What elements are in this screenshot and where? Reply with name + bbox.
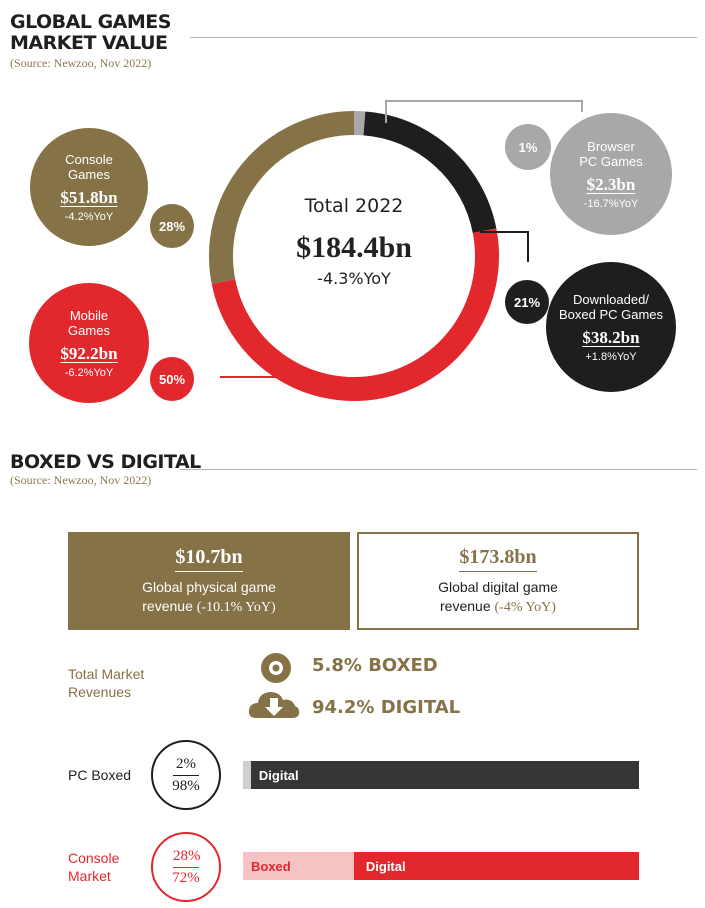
pct-mobile: 50% xyxy=(150,357,194,401)
pct-browser: 1% xyxy=(505,124,551,170)
bubble-console-yoy: -4.2%YoY xyxy=(64,210,114,223)
console-market-label: Console Market xyxy=(68,849,119,885)
bubble-browser-name1: Browser xyxy=(587,138,635,154)
console-ratio-top: 28% xyxy=(173,848,201,868)
digital-revenue-label: Global digital game revenue (-4% YoY) xyxy=(438,578,558,617)
pc-boxed-label: PC Boxed xyxy=(68,767,132,783)
boxed-stat: 5.8% BOXED xyxy=(312,655,438,676)
bubble-browser-name2: PC Games xyxy=(579,153,643,169)
physical-revenue-card: $10.7bn Global physical game revenue (-1… xyxy=(68,532,350,630)
section1-source: (Source: Newzoo, Nov 2022) xyxy=(10,56,152,70)
donut-chart xyxy=(209,100,583,401)
pct-console: 28% xyxy=(150,204,194,248)
bubble-downloaded-name2: Boxed PC Games xyxy=(558,306,664,322)
bubble-console-name1: Console xyxy=(65,151,113,167)
bubble-browser-value: $2.3bn xyxy=(586,174,636,194)
cloud-download-icon xyxy=(248,692,300,718)
bubble-console: Console Games $51.8bn -4.2%YoY xyxy=(30,128,148,246)
console-market-label-line1: Console xyxy=(68,850,120,866)
section2-title: BOXED VS DIGITAL xyxy=(10,451,201,473)
bubble-browser-yoy: -16.7%YoY xyxy=(583,197,639,210)
donut-arc-downloaded xyxy=(363,111,497,234)
physical-label-line2: revenue xyxy=(142,597,193,614)
donut-center-value: $184.4bn xyxy=(296,231,412,264)
digital-label-line2: revenue xyxy=(440,597,491,614)
connector-downloaded xyxy=(480,231,529,262)
bubble-mobile: Mobile Games $92.2bn -6.2%YoY xyxy=(29,283,149,403)
digital-label-yoy: (-4% YoY) xyxy=(494,599,556,615)
console-ratio-bottom: 72% xyxy=(172,869,200,886)
donut-center-title: Total 2022 xyxy=(304,195,404,217)
console-digital-segment: Digital xyxy=(353,852,639,880)
bubble-browser: Browser PC Games $2.3bn -16.7%YoY xyxy=(550,113,672,235)
section2-source: (Source: Newzoo, Nov 2022) xyxy=(10,473,152,487)
console-digital-label: Digital xyxy=(365,858,406,874)
pct-downloaded: 21% xyxy=(505,280,549,324)
disc-icon xyxy=(261,653,291,683)
section2-divider xyxy=(180,469,697,470)
pc-ratio-top: 2% xyxy=(173,756,199,776)
console-market-label-line2: Market xyxy=(68,868,111,884)
bubble-mobile-yoy: -6.2%YoY xyxy=(64,366,114,379)
digital-stat: 94.2% DIGITAL xyxy=(312,697,461,718)
total-market-label: Total Market Revenues xyxy=(68,665,144,701)
console-stacked-bar: Boxed Digital xyxy=(243,852,639,880)
bubble-downloaded-name1: Downloaded/ xyxy=(573,291,649,307)
digital-label-line1: Global digital game xyxy=(438,578,558,595)
section1-divider xyxy=(190,37,697,38)
donut-arc-console xyxy=(209,111,355,284)
section1-title: GLOBAL GAMES MARKET VALUE xyxy=(10,12,171,54)
pc-ratio-bottom: 98% xyxy=(172,777,200,794)
pc-boxed-segment xyxy=(243,761,251,789)
digital-revenue-card: $173.8bn Global digital game revenue (-4… xyxy=(357,532,639,630)
total-market-label-line2: Revenues xyxy=(68,684,132,700)
donut-center: Total 2022 $184.4bn -4.3%YoY xyxy=(250,195,458,288)
pc-ratio-circle: 2% 98% xyxy=(151,740,221,810)
pc-digital-segment: Digital xyxy=(250,761,639,789)
donut-center-yoy: -4.3%YoY xyxy=(317,269,391,288)
pc-stacked-bar: Digital xyxy=(243,761,639,789)
section1-title-line1: GLOBAL GAMES xyxy=(10,11,171,33)
bubble-mobile-name1: Mobile xyxy=(69,307,109,323)
connector-mobile xyxy=(220,376,329,388)
physical-label-yoy: (-10.1% YoY) xyxy=(196,599,276,615)
section1-title-line2: MARKET VALUE xyxy=(10,32,168,54)
bubble-downloaded-value: $38.2bn xyxy=(582,327,640,347)
pc-digital-label: Digital xyxy=(258,767,299,783)
physical-label-line1: Global physical game xyxy=(142,578,276,595)
console-boxed-segment: Boxed xyxy=(243,852,354,880)
bubble-downloaded-yoy: +1.8%YoY xyxy=(585,350,637,363)
console-ratio-circle: 28% 72% xyxy=(151,832,221,902)
bubble-mobile-name2: Games xyxy=(68,322,110,338)
donut-arc-mobile xyxy=(211,228,499,401)
physical-revenue-value: $10.7bn xyxy=(175,546,243,572)
bubble-console-name2: Games xyxy=(68,166,110,182)
connector-browser xyxy=(385,100,583,123)
physical-revenue-label: Global physical game revenue (-10.1% YoY… xyxy=(142,578,276,617)
total-market-label-line1: Total Market xyxy=(68,666,145,682)
digital-revenue-value: $173.8bn xyxy=(459,546,537,572)
bubble-console-value: $51.8bn xyxy=(60,187,118,207)
bubble-downloaded: Downloaded/ Boxed PC Games $38.2bn +1.8%… xyxy=(546,262,676,392)
console-boxed-label: Boxed xyxy=(251,858,291,874)
bubble-mobile-value: $92.2bn xyxy=(60,343,118,363)
